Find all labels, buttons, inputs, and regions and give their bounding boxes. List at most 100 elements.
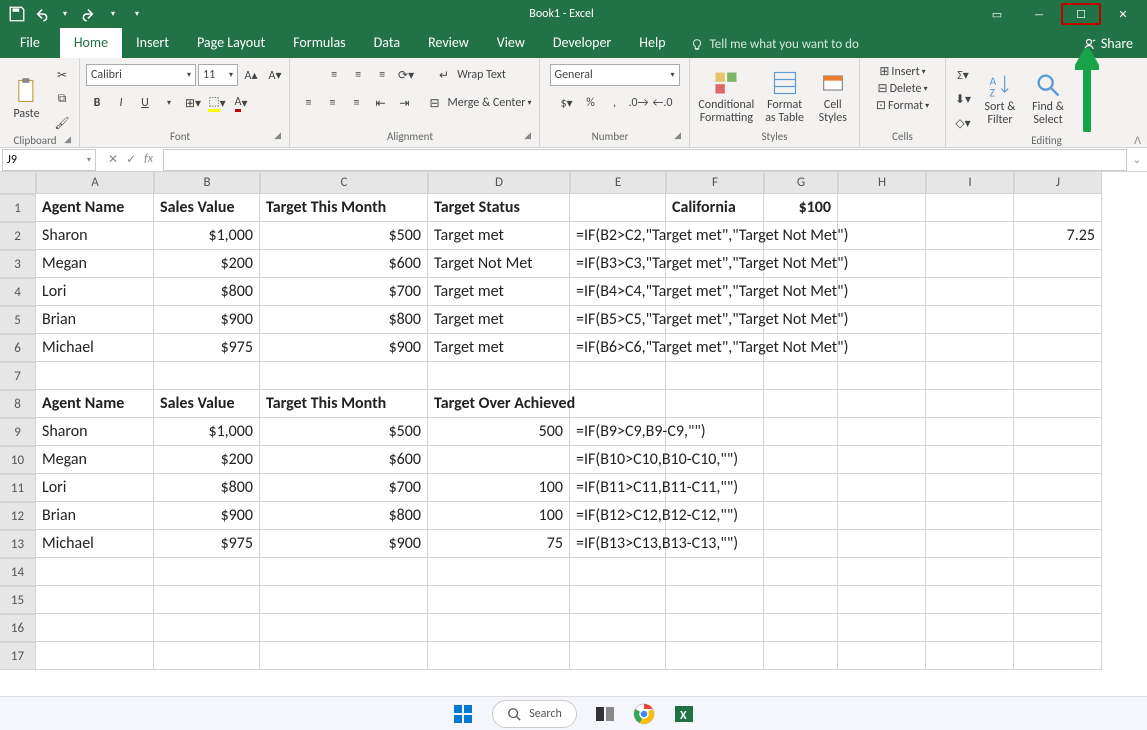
increase-indent-icon[interactable]: ⇥ [393, 92, 415, 114]
cell-G14[interactable] [764, 558, 838, 586]
cell-F1[interactable]: California [666, 194, 764, 222]
cell-G12[interactable] [764, 502, 838, 530]
row-header-1[interactable]: 1 [0, 194, 36, 222]
cell-A13[interactable]: Michael [36, 530, 154, 558]
cell-E16[interactable] [570, 614, 666, 642]
conditional-formatting-button[interactable]: Conditional Formatting [696, 64, 757, 130]
cell-J13[interactable] [1014, 530, 1102, 558]
format-as-table-button[interactable]: Format as Table [761, 64, 809, 130]
wrap-text-button[interactable]: Wrap Text [457, 68, 506, 82]
orientation-icon[interactable]: ⟳▾ [395, 64, 417, 86]
ribbon-display-options-icon[interactable]: ▭ [977, 3, 1017, 25]
cell-D7[interactable] [428, 362, 570, 390]
cell-I9[interactable] [926, 418, 1014, 446]
column-header-C[interactable]: C [260, 172, 428, 194]
cell-B3[interactable]: $200 [154, 250, 260, 278]
cell-J8[interactable] [1014, 390, 1102, 418]
cell-A11[interactable]: Lori [36, 474, 154, 502]
cell-A2[interactable]: Sharon [36, 222, 154, 250]
cell-C7[interactable] [260, 362, 428, 390]
fill-color-icon[interactable]: ⬚▾ [206, 92, 228, 114]
cell-H13[interactable] [838, 530, 926, 558]
cell-F17[interactable] [666, 642, 764, 670]
row-header-17[interactable]: 17 [0, 642, 36, 670]
cell-C15[interactable] [260, 586, 428, 614]
tab-home[interactable]: Home [60, 28, 122, 58]
maximize-button[interactable]: ☐ [1061, 3, 1101, 25]
align-center-icon[interactable]: ≡ [321, 92, 343, 114]
cell-C5[interactable]: $800 [260, 306, 428, 334]
insert-cells-button[interactable]: ⊞Insert▾ [879, 64, 925, 79]
row-header-10[interactable]: 10 [0, 446, 36, 474]
row-header-12[interactable]: 12 [0, 502, 36, 530]
tab-formulas[interactable]: Formulas [279, 28, 359, 58]
cell-B6[interactable]: $975 [154, 334, 260, 362]
cell-J17[interactable] [1014, 642, 1102, 670]
cell-C12[interactable]: $800 [260, 502, 428, 530]
cell-B15[interactable] [154, 586, 260, 614]
worksheet[interactable]: ABCDEFGHIJ1Agent NameSales ValueTarget T… [0, 172, 1147, 696]
decrease-indent-icon[interactable]: ⇤ [369, 92, 391, 114]
cell-F7[interactable] [666, 362, 764, 390]
cell-B1[interactable]: Sales Value [154, 194, 260, 222]
taskbar-search[interactable]: Search [492, 700, 577, 728]
copy-icon[interactable]: ⧉ [51, 88, 73, 110]
align-left-icon[interactable]: ≡ [297, 92, 319, 114]
alignment-dialog-launcher[interactable]: ◢ [524, 130, 531, 141]
cell-D12[interactable]: 100 [428, 502, 570, 530]
cell-E15[interactable] [570, 586, 666, 614]
cell-J2[interactable]: 7.25 [1014, 222, 1102, 250]
cell-D15[interactable] [428, 586, 570, 614]
cell-H9[interactable] [838, 418, 926, 446]
cell-I11[interactable] [926, 474, 1014, 502]
start-button[interactable] [452, 703, 474, 725]
cell-A10[interactable]: Megan [36, 446, 154, 474]
comma-icon[interactable]: , [604, 92, 626, 114]
row-header-3[interactable]: 3 [0, 250, 36, 278]
cell-I15[interactable] [926, 586, 1014, 614]
currency-icon[interactable]: $▾ [556, 92, 578, 114]
align-bottom-icon[interactable]: ≡ [371, 64, 393, 86]
cell-E3[interactable]: =IF(B3>C3,"Target met","Target Not Met") [570, 250, 666, 278]
cell-C16[interactable] [260, 614, 428, 642]
clear-icon[interactable]: ◇▾ [952, 112, 974, 134]
cell-C8[interactable]: Target This Month [260, 390, 428, 418]
cell-B2[interactable]: $1,000 [154, 222, 260, 250]
cell-C3[interactable]: $600 [260, 250, 428, 278]
close-button[interactable]: ✕ [1103, 3, 1143, 25]
cell-G13[interactable] [764, 530, 838, 558]
cell-D16[interactable] [428, 614, 570, 642]
undo-icon[interactable] [32, 5, 50, 23]
cell-E7[interactable] [570, 362, 666, 390]
cut-icon[interactable]: ✂ [51, 64, 73, 86]
cell-C17[interactable] [260, 642, 428, 670]
cell-I14[interactable] [926, 558, 1014, 586]
cell-A4[interactable]: Lori [36, 278, 154, 306]
cell-I6[interactable] [926, 334, 1014, 362]
cell-C4[interactable]: $700 [260, 278, 428, 306]
cell-B17[interactable] [154, 642, 260, 670]
cell-H16[interactable] [838, 614, 926, 642]
column-header-A[interactable]: A [36, 172, 154, 194]
cell-F14[interactable] [666, 558, 764, 586]
cell-G7[interactable] [764, 362, 838, 390]
cell-E5[interactable]: =IF(B5>C5,"Target met","Target Not Met") [570, 306, 666, 334]
cell-A5[interactable]: Brian [36, 306, 154, 334]
row-header-11[interactable]: 11 [0, 474, 36, 502]
align-middle-icon[interactable]: ≡ [347, 64, 369, 86]
cell-G15[interactable] [764, 586, 838, 614]
cell-B9[interactable]: $1,000 [154, 418, 260, 446]
row-header-6[interactable]: 6 [0, 334, 36, 362]
cell-F15[interactable] [666, 586, 764, 614]
cell-I1[interactable] [926, 194, 1014, 222]
tab-data[interactable]: Data [360, 28, 414, 58]
cell-H7[interactable] [838, 362, 926, 390]
chrome-button[interactable] [633, 703, 655, 725]
cell-J16[interactable] [1014, 614, 1102, 642]
column-header-E[interactable]: E [570, 172, 666, 194]
cell-A9[interactable]: Sharon [36, 418, 154, 446]
decrease-decimal-icon[interactable]: ←.0 [652, 92, 674, 114]
cell-I3[interactable] [926, 250, 1014, 278]
cell-C1[interactable]: Target This Month [260, 194, 428, 222]
underline-dropdown[interactable]: ▾ [158, 92, 180, 114]
